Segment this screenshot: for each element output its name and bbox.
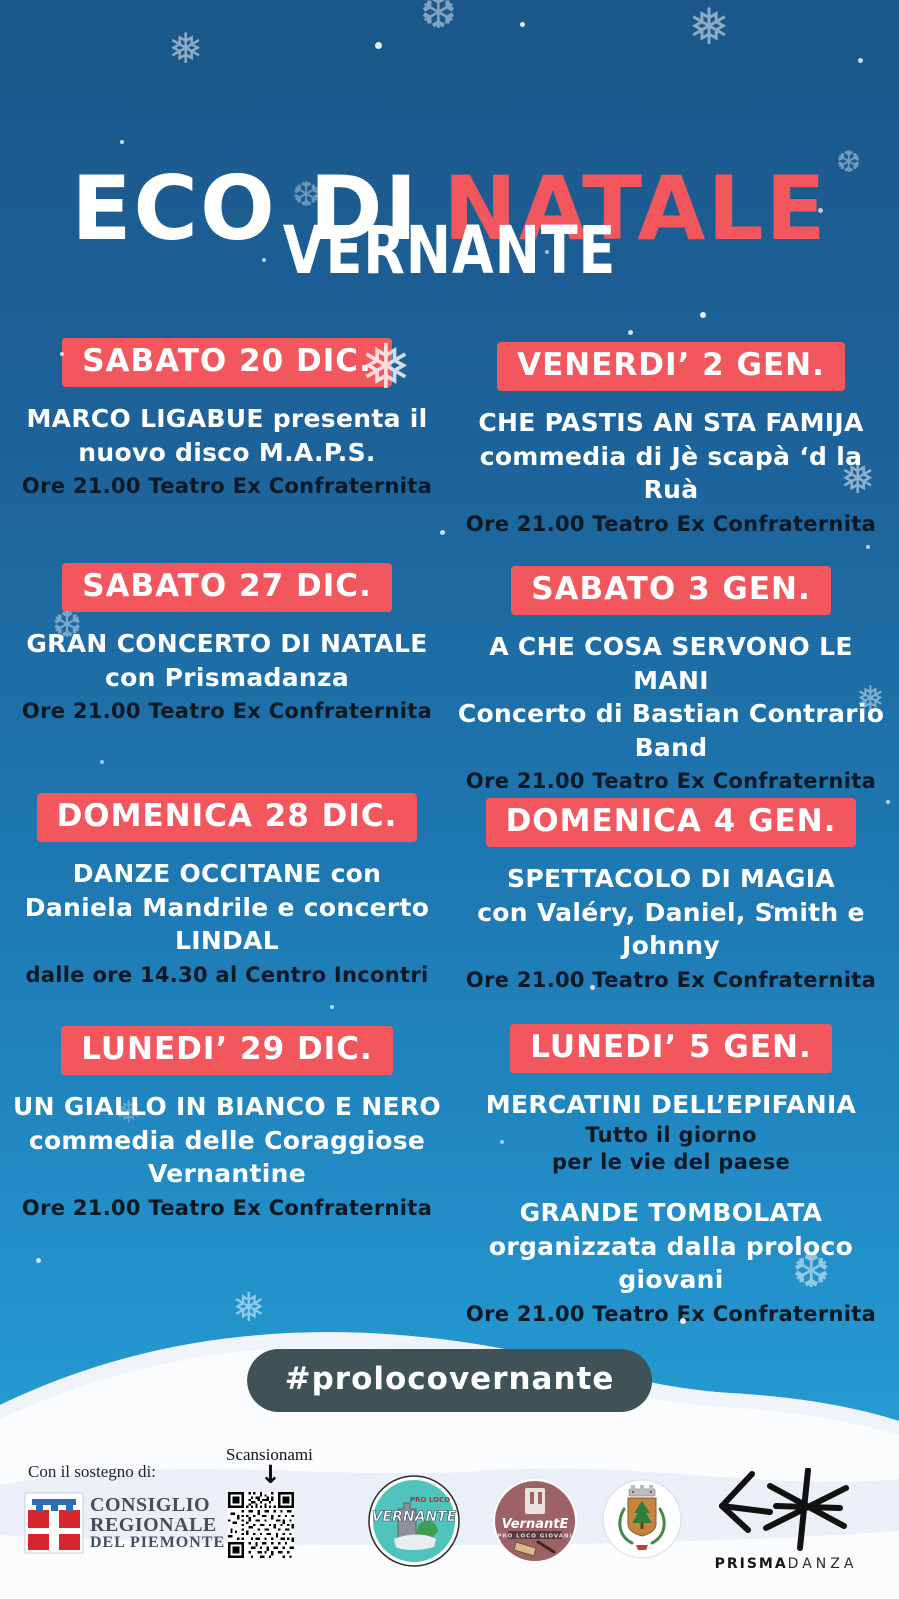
snow-dot bbox=[100, 760, 104, 764]
snow-dot bbox=[818, 208, 823, 213]
scan-label: Scansionami bbox=[226, 1445, 313, 1464]
event-line: nuovo disco M.A.P.S. bbox=[78, 437, 376, 467]
snowflake-icon bbox=[168, 28, 203, 70]
snow-dot bbox=[262, 258, 266, 262]
prisma-light: DANZA bbox=[787, 1556, 858, 1572]
event-date-badge: DOMENICA 4 GEN. bbox=[485, 798, 857, 847]
event-line: organizzata dalla proloco bbox=[488, 1231, 854, 1261]
event-lunedi-5-gen: LUNEDI’ 5 GEN. MERCATINI DELL’EPIFANIA T… bbox=[452, 1024, 890, 1328]
event-line: UN GIALLO IN BIANCO E NERO bbox=[13, 1092, 441, 1121]
snowflake-icon bbox=[420, 0, 457, 36]
snow-dot bbox=[770, 905, 774, 909]
event-line: Concerto di Bastian Contrario bbox=[457, 699, 885, 728]
snow-dot bbox=[680, 1318, 686, 1324]
poster-title-natale: NATALE bbox=[443, 156, 828, 260]
event-line: commedia di Jè scapà ‘d la Ruà bbox=[479, 441, 863, 505]
proloco-giovani-logo: VernantE PRO LOCO GIOVANI bbox=[493, 1479, 577, 1563]
proloco-vernante-name: VERNANTE bbox=[372, 1509, 457, 1525]
event-line: SPETTACOLO DI MAGIA bbox=[507, 864, 835, 893]
proloco-giovani-name: VernantE bbox=[502, 1517, 569, 1532]
event-date-badge: LUNEDI’ 29 DIC. bbox=[61, 1026, 393, 1075]
prismadanza-logo bbox=[719, 1468, 849, 1551]
event-line: per le vie del paese bbox=[551, 1149, 791, 1174]
event-line: Vernantine bbox=[147, 1159, 306, 1188]
event-line: Ore 21.00 Teatro Ex Confraternita bbox=[21, 699, 433, 723]
event-sabato-20-dic: SABATO 20 DIC. MARCO LIGABUE presenta il… bbox=[8, 338, 446, 500]
event-line: Band bbox=[634, 732, 708, 762]
support-label: Con il sostegno di: bbox=[28, 1462, 156, 1481]
prismadanza-wordmark: PRISMADANZA bbox=[706, 1556, 866, 1572]
snow-dot bbox=[886, 800, 890, 804]
event-date-badge: VENERDI’ 2 GEN. bbox=[497, 342, 845, 391]
event-date-badge: SABATO 3 GEN. bbox=[511, 566, 831, 615]
poster-title-eco-di: ECO DI bbox=[71, 156, 420, 260]
prisma-bold: PRISMA bbox=[714, 1556, 788, 1572]
event-line: MARCO LIGABUE presenta il bbox=[26, 404, 428, 433]
event-line: con Valéry, Daniel, Smith e bbox=[477, 897, 865, 927]
event-line: commedia delle Coraggiose bbox=[28, 1125, 426, 1155]
event-line: CHE PASTIS AN STA FAMIJA bbox=[478, 408, 864, 437]
event-line: A CHE COSA SERVONO LE MANI bbox=[489, 632, 853, 695]
snow-dot bbox=[545, 250, 549, 254]
snow-dot bbox=[120, 140, 124, 144]
event-line: Ore 21.00 Teatro Ex Confraternita bbox=[465, 511, 877, 536]
event-sabato-3-gen: SABATO 3 GEN. A CHE COSA SERVONO LE MANI… bbox=[452, 566, 890, 795]
snow-dot bbox=[866, 545, 870, 549]
event-line: Tutto il giorno bbox=[585, 1122, 757, 1147]
poster-title: ECO DI NATALE bbox=[0, 164, 899, 253]
event-line: DANZE OCCITANE con bbox=[72, 859, 382, 888]
event-line: LINDAL bbox=[175, 926, 279, 955]
event-domenica-28-dic: DOMENICA 28 DIC. DANZE OCCITANE con Dani… bbox=[8, 793, 446, 989]
snow-dot bbox=[628, 330, 633, 335]
event-line: Johnny bbox=[622, 931, 720, 960]
snow-dot bbox=[590, 985, 595, 990]
event-line: Ore 21.00 Teatro Ex Confraternita bbox=[21, 474, 433, 498]
snow-dot bbox=[36, 1258, 41, 1263]
event-date-badge: SABATO 20 DIC. bbox=[62, 338, 392, 387]
event-line: con Prismadanza bbox=[104, 662, 349, 692]
event-sabato-27-dic: SABATO 27 DIC. GRAN CONCERTO DI NATALE c… bbox=[8, 563, 446, 725]
event-line: GRAN CONCERTO DI NATALE bbox=[26, 629, 428, 658]
snowflake-icon bbox=[688, 2, 730, 52]
proloco-vernante-sub: PRO LOCO bbox=[410, 1496, 450, 1504]
event-date-badge: LUNEDI’ 5 GEN. bbox=[510, 1024, 832, 1073]
event-line: Ore 21.00 Teatro Ex Confraternita bbox=[465, 967, 877, 992]
poster-subtitle: VERNANTE bbox=[282, 212, 617, 289]
council-line: CONSIGLIO bbox=[90, 1494, 211, 1516]
council-wordmark: CONSIGLIO REGIONALE DEL PIEMONTE bbox=[90, 1494, 226, 1552]
snow-dot bbox=[60, 352, 64, 356]
council-line: DEL PIEMONTE bbox=[90, 1534, 226, 1552]
snow-dot bbox=[520, 22, 525, 27]
proloco-vernante-logo: PRO LOCO VERNANTE bbox=[368, 1475, 460, 1567]
down-arrow-icon: ↓ bbox=[260, 1460, 281, 1489]
event-domenica-4-gen: DOMENICA 4 GEN. SPETTACOLO DI MAGIA con … bbox=[452, 798, 890, 994]
snow-dot bbox=[375, 42, 382, 49]
qr-code-image bbox=[228, 1492, 294, 1558]
event-line: giovani bbox=[618, 1265, 724, 1295]
snow-dot bbox=[330, 1005, 334, 1009]
hashtag-pill: #prolocovernante bbox=[246, 1349, 653, 1412]
event-line: Ore 21.00 Teatro Ex Confraternita bbox=[465, 1301, 877, 1326]
piemonte-crest-icon bbox=[24, 1492, 84, 1554]
event-line: MERCATINI DELL’EPIFANIA bbox=[485, 1090, 857, 1119]
event-venerdi-2-gen: VENERDI’ 2 GEN. CHE PASTIS AN STA FAMIJA… bbox=[452, 342, 890, 538]
council-line: REGIONALE bbox=[90, 1513, 217, 1536]
comune-vernante-crest bbox=[602, 1479, 682, 1559]
event-line: Ore 21.00 Teatro Ex Confraternita bbox=[465, 769, 877, 793]
event-line: Daniela Mandrile e concerto bbox=[24, 892, 430, 922]
event-date-badge: DOMENICA 28 DIC. bbox=[36, 793, 418, 842]
event-line: dalle ore 14.30 al Centro Incontri bbox=[25, 962, 429, 987]
snow-dot bbox=[440, 530, 445, 535]
proloco-giovani-sub: PRO LOCO GIOVANI bbox=[497, 1534, 572, 1540]
event-date-badge: SABATO 27 DIC. bbox=[62, 563, 392, 612]
event-line: Ore 21.00 Teatro Ex Confraternita bbox=[21, 1195, 433, 1220]
snow-dot bbox=[700, 312, 706, 318]
event-line: GRANDE TOMBOLATA bbox=[519, 1198, 823, 1228]
snow-dot bbox=[500, 1140, 504, 1144]
event-lunedi-29-dic: LUNEDI’ 29 DIC. UN GIALLO IN BIANCO E NE… bbox=[8, 1026, 446, 1222]
snow-dot bbox=[858, 58, 863, 63]
